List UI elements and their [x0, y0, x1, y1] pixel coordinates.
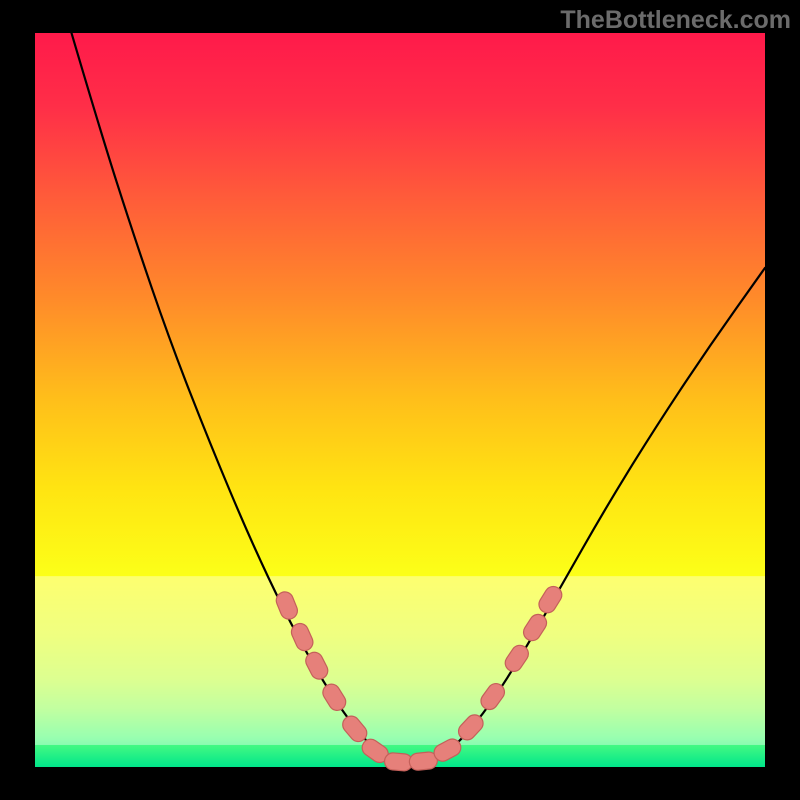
pale-band	[35, 576, 765, 745]
watermark: TheBottleneck.com	[560, 6, 791, 35]
bottleneck-chart	[0, 0, 800, 800]
